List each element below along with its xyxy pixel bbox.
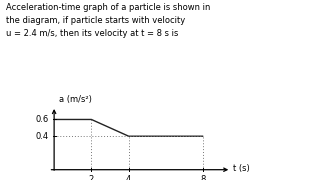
Text: 2: 2 (89, 175, 94, 180)
Text: a (m/s²): a (m/s²) (59, 95, 92, 104)
Text: Acceleration-time graph of a particle is shown in
the diagram, if particle start: Acceleration-time graph of a particle is… (6, 3, 211, 38)
Text: 4: 4 (126, 175, 131, 180)
Text: 0.4: 0.4 (36, 132, 49, 141)
Text: t (s): t (s) (233, 164, 250, 173)
Text: 8: 8 (201, 175, 206, 180)
Text: 0.6: 0.6 (35, 115, 49, 124)
